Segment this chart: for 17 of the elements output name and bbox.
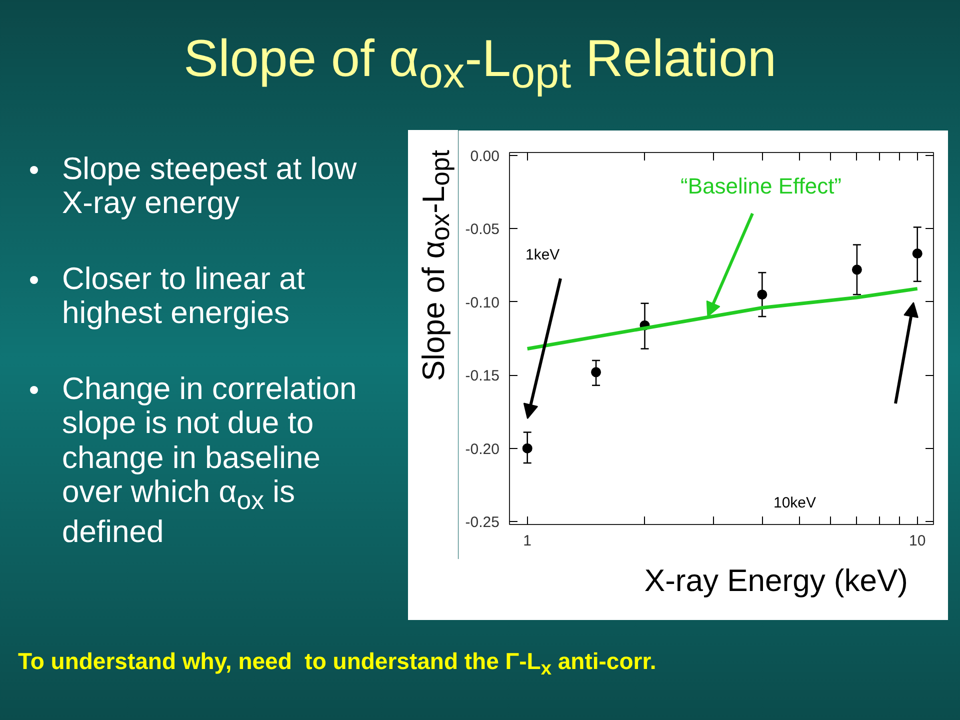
y-tick-label: 0.00 — [470, 148, 500, 165]
y-tick-label: -0.10 — [465, 294, 500, 312]
chart-title: Slope of α$_{ox}$-L$_{opt}$ Relation — [184, 29, 776, 100]
x-axis-title: X-ray Energy (keV) — [644, 562, 908, 600]
annotation: 10keV — [774, 494, 816, 512]
text: To understand why, need to understand the Γ-L$_{x}$ anti-corr. — [18, 647, 656, 682]
text: Change in correlation slope is not due to change in baseline over which α$_{ox}$ is defined — [62, 371, 357, 550]
annotation: 1keV — [526, 246, 560, 264]
y-tick-label: -0.05 — [465, 221, 500, 238]
y-tick-label: -0.25 — [465, 514, 500, 532]
x-tick-label: 1 — [523, 532, 532, 550]
x-tick-label: 10 — [909, 532, 926, 550]
y-tick-label: -0.15 — [465, 368, 500, 385]
text: Closer to linear at highest energies — [62, 261, 306, 330]
y-tick-label: -0.20 — [465, 440, 500, 458]
annotation: “Baseline Effect” — [680, 174, 842, 198]
text: Slope steepest at low X-ray energy — [62, 151, 358, 220]
